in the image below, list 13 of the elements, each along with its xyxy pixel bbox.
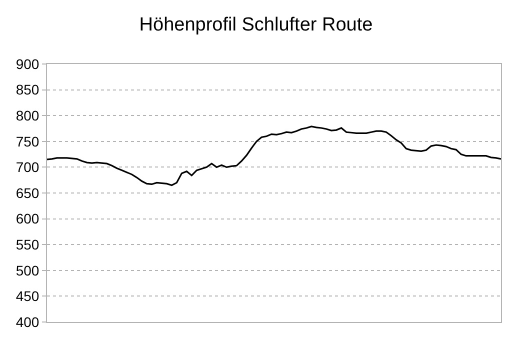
chart-title: Höhenprofil Schlufter Route [139,14,373,36]
y-tick-label: 700 [16,159,40,176]
line-series [47,126,501,186]
y-tick-label: 900 [16,56,40,72]
y-tick-label: 600 [16,210,40,227]
y-tick-label: 550 [16,236,40,252]
y-tick-label: 500 [16,262,40,278]
y-tick-label: 650 [16,184,40,201]
y-tick-label: 850 [16,82,40,98]
y-tick-label: 400 [16,314,40,330]
y-tick-label: 750 [16,133,40,150]
y-tick-label: 800 [16,108,40,124]
y-tick-label: 450 [16,288,40,304]
